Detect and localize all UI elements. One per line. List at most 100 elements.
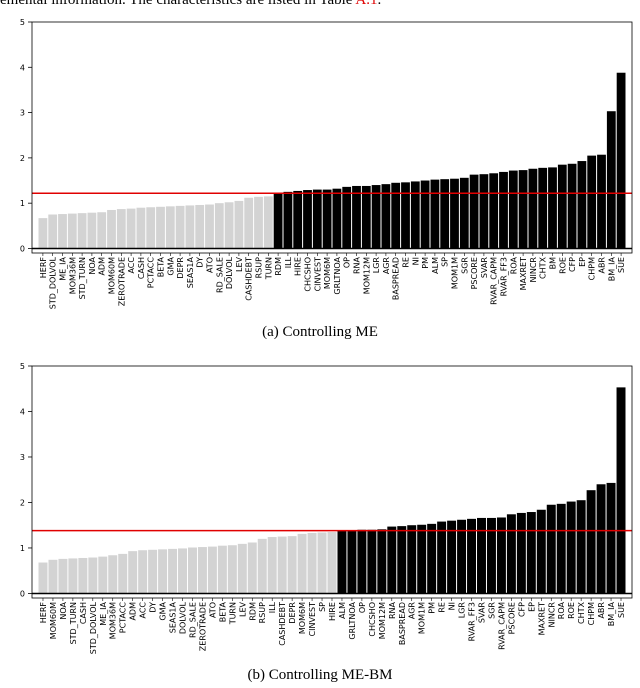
- bar: [77, 213, 87, 249]
- x-tick-label: RE: [438, 602, 447, 613]
- bar: [606, 482, 616, 594]
- x-tick-label: PM: [421, 257, 430, 269]
- x-tick-label: RE: [402, 257, 411, 268]
- bar: [116, 209, 126, 249]
- y-tick-label: 3: [20, 453, 25, 462]
- bar: [566, 501, 576, 594]
- bar: [207, 546, 217, 594]
- x-tick-label: CHTX: [539, 256, 548, 278]
- x-tick-label: PM: [428, 602, 437, 614]
- x-tick-label: RVAR_FF3: [468, 602, 477, 641]
- bar: [417, 524, 427, 594]
- x-tick-label: ABR: [597, 602, 606, 619]
- x-tick-label: ILL: [268, 601, 277, 613]
- x-tick-label: ROE: [558, 257, 567, 274]
- bar: [548, 167, 557, 249]
- bar: [342, 186, 352, 249]
- x-tick-label: TURN: [228, 602, 237, 625]
- x-tick-label: BASPREAD: [392, 257, 401, 300]
- bar: [273, 193, 283, 249]
- x-tick-label: RSUP: [255, 257, 264, 278]
- bar: [287, 536, 297, 594]
- bar: [347, 530, 357, 594]
- x-tick-label: GRLTNOA: [333, 256, 342, 294]
- x-tick-label: LEV: [238, 601, 247, 617]
- x-tick-label: ME_IA: [59, 256, 68, 280]
- bar: [247, 542, 257, 594]
- x-tick-label: RNA: [353, 256, 362, 274]
- bar: [381, 184, 391, 249]
- x-tick-label: SUE: [617, 257, 626, 273]
- x-tick-label: ACC: [139, 602, 148, 619]
- x-tick-label: GMA: [166, 256, 175, 275]
- y-tick-label: 1: [20, 544, 25, 553]
- bar: [518, 170, 528, 249]
- bar: [195, 204, 205, 249]
- bar: [450, 178, 459, 249]
- bar: [267, 537, 277, 594]
- x-tick-label: MOM36M: [68, 257, 77, 294]
- x-tick-label: STD_TURN: [78, 257, 87, 299]
- bar: [312, 189, 322, 249]
- x-tick-label: GMA: [159, 601, 168, 620]
- bar: [257, 538, 267, 594]
- bar: [277, 536, 287, 594]
- bar: [407, 525, 417, 594]
- x-tick-label: ATO: [206, 257, 215, 273]
- bar: [224, 202, 234, 249]
- x-tick-label: DEPR: [288, 602, 297, 624]
- bar: [401, 182, 410, 249]
- y-tick-label: 2: [20, 154, 25, 163]
- x-tick-label: DY: [196, 257, 205, 268]
- bar: [227, 545, 237, 594]
- x-tick-label: RVAR_FF3: [500, 257, 509, 296]
- bar: [88, 557, 98, 594]
- x-tick-label: HERF: [39, 602, 48, 624]
- bar: [420, 180, 430, 249]
- bar: [128, 551, 138, 594]
- y-tick-label: 0: [20, 589, 25, 598]
- bar: [597, 154, 606, 249]
- y-tick-label: 4: [20, 63, 25, 72]
- x-tick-label: BETA: [218, 601, 227, 622]
- bar: [528, 168, 538, 249]
- y-tick-label: 5: [20, 362, 25, 371]
- x-tick-label: EP: [578, 257, 587, 267]
- x-tick-label: CHTX: [577, 601, 586, 623]
- x-tick-label: LGR: [458, 602, 467, 619]
- x-tick-label: NI: [448, 602, 457, 610]
- x-tick-label: LEV: [235, 256, 244, 272]
- bar: [387, 526, 397, 594]
- x-tick-label: RD_SALE: [215, 257, 224, 293]
- x-tick-label: PCTACC: [119, 602, 128, 634]
- bar: [307, 532, 317, 594]
- bar: [440, 179, 450, 249]
- x-tick-label: STD_DOLVOL: [89, 601, 98, 654]
- bar: [187, 547, 197, 594]
- bar: [67, 213, 77, 249]
- x-tick-label: STD_DOLVOL: [49, 256, 58, 309]
- x-tick-label: RDM: [274, 257, 283, 276]
- bar: [361, 185, 371, 249]
- bar: [352, 185, 361, 249]
- x-tick-label: CFP: [517, 602, 526, 617]
- x-tick-label: ME_IA: [99, 601, 108, 625]
- x-tick-label: ATO: [208, 602, 217, 618]
- x-tick-label: SEAS1A: [169, 601, 178, 633]
- bar: [371, 185, 381, 249]
- x-tick-label: MAXRET: [537, 602, 546, 635]
- x-tick-label: ROE: [567, 602, 576, 619]
- x-tick-label: RNA: [388, 601, 397, 619]
- x-tick-label: NINCR: [529, 257, 538, 283]
- x-tick-label: CHCSHO: [368, 602, 377, 637]
- bar: [148, 549, 158, 594]
- bar: [107, 209, 116, 249]
- x-tick-label: RD_SALE: [188, 602, 197, 638]
- bar: [205, 204, 214, 249]
- bar: [477, 517, 486, 594]
- x-tick-label: GRLTNOA: [348, 601, 357, 639]
- text: .: [377, 0, 382, 8]
- y-tick-label: 0: [20, 244, 25, 253]
- x-tick-label: SGR: [460, 257, 469, 274]
